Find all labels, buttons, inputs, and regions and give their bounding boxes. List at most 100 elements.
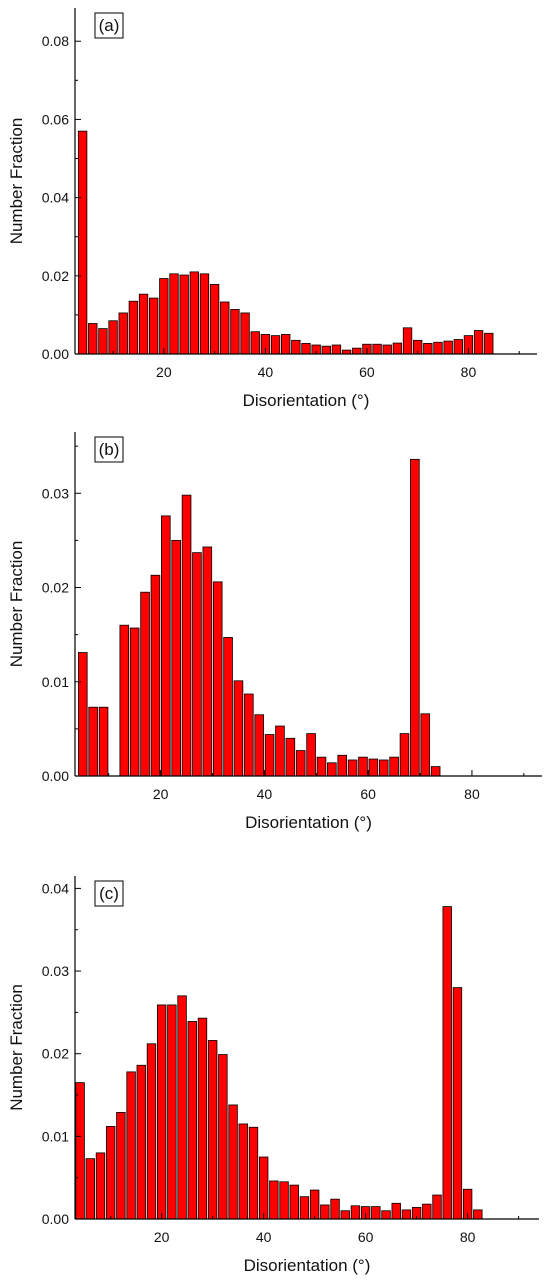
bar (138, 293, 149, 355)
bar (197, 1017, 208, 1220)
panel-label: (c) (99, 884, 119, 903)
bar (358, 756, 368, 777)
x-tick-label: 60 (358, 1229, 374, 1245)
bar (430, 766, 441, 777)
bar (167, 1004, 177, 1220)
bar (473, 330, 484, 355)
y-tick-label: 0.02 (42, 268, 69, 284)
y-tick-label: 0.00 (42, 346, 69, 362)
bar (452, 987, 463, 1220)
bar (281, 334, 291, 355)
bar (129, 627, 140, 777)
x-axis-title: Disorientation (°) (245, 813, 372, 832)
bar (352, 347, 362, 355)
y-tick-label: 0.01 (42, 674, 69, 690)
y-tick-label: 0.01 (42, 1128, 69, 1144)
bar (381, 1210, 391, 1220)
bar (77, 130, 88, 355)
bar (220, 301, 230, 355)
x-tick-label: 80 (460, 1229, 476, 1245)
bar (161, 515, 171, 777)
bar (179, 274, 189, 355)
bar (347, 759, 358, 777)
x-tick-label: 20 (156, 364, 172, 380)
x-tick-label: 40 (257, 786, 273, 802)
bar (306, 733, 316, 777)
bar (128, 300, 139, 355)
bar (350, 1205, 361, 1220)
bar (410, 458, 420, 777)
bar (442, 906, 452, 1220)
y-tick-label: 0.08 (42, 33, 69, 49)
bar (254, 714, 265, 777)
y-axis-title: Number Fraction (7, 984, 26, 1111)
bar (331, 344, 342, 355)
bar (238, 1123, 248, 1220)
bar (136, 1064, 146, 1220)
bar (240, 312, 250, 355)
bar (291, 339, 301, 355)
bar (88, 706, 98, 777)
y-tick-label: 0.02 (42, 1046, 69, 1062)
bar (389, 756, 399, 777)
x-tick-label: 40 (256, 1229, 272, 1245)
bar (299, 1196, 310, 1220)
bar (316, 756, 327, 777)
bar (77, 652, 88, 777)
x-tick-label: 20 (154, 1229, 170, 1245)
chart-panel-1: 0.00 0.02 0.04 0.06 0.08 20 40 60 80 Disorientati… (7, 8, 537, 410)
bar (423, 343, 433, 355)
y-tick-label: 0.02 (42, 580, 69, 596)
y-axis-title: Number Fraction (7, 541, 26, 668)
bar (199, 273, 210, 355)
y-tick-label: 0.00 (42, 768, 69, 784)
bar (340, 1210, 350, 1220)
panel-label: (a) (99, 16, 120, 35)
bar (321, 345, 331, 355)
y-tick-label: 0.03 (42, 963, 69, 979)
bar (177, 995, 187, 1220)
panel-label-box (94, 880, 124, 907)
bar (301, 343, 311, 355)
bar (392, 342, 403, 355)
bar (88, 323, 98, 355)
bar (212, 581, 223, 777)
bar (248, 1126, 259, 1220)
bar (169, 273, 179, 355)
bar (233, 680, 244, 777)
bar (149, 297, 159, 355)
x-axis-title: Disorientation (°) (243, 391, 370, 410)
bar (295, 750, 306, 777)
panel-label-box (94, 436, 124, 463)
bar (126, 1071, 136, 1220)
bar (453, 339, 463, 355)
bar (401, 1209, 412, 1220)
x-tick-label: 80 (464, 786, 480, 802)
bar (150, 574, 161, 777)
bar (399, 733, 410, 777)
x-axis-title: Disorientation (°) (244, 1256, 371, 1275)
bar (95, 1152, 106, 1220)
bar (108, 320, 118, 355)
y-tick-label: 0.03 (42, 485, 69, 501)
bar (118, 312, 128, 355)
bar (279, 1181, 289, 1220)
bar (171, 539, 181, 777)
bar (391, 1202, 401, 1220)
x-tick-label: 80 (461, 364, 477, 380)
bar (75, 1082, 85, 1220)
bar (432, 1194, 442, 1220)
bar (433, 341, 443, 355)
bar (207, 1040, 218, 1220)
bar (85, 1158, 96, 1220)
x-tick-label: 60 (360, 786, 376, 802)
y-tick-label: 0.04 (42, 880, 69, 896)
bar (289, 1184, 299, 1220)
panel-label: (b) (99, 440, 120, 459)
y-tick-label: 0.06 (42, 111, 69, 127)
bar (484, 332, 494, 355)
bar (327, 762, 337, 777)
bar (330, 1198, 340, 1220)
bar (258, 1156, 269, 1220)
